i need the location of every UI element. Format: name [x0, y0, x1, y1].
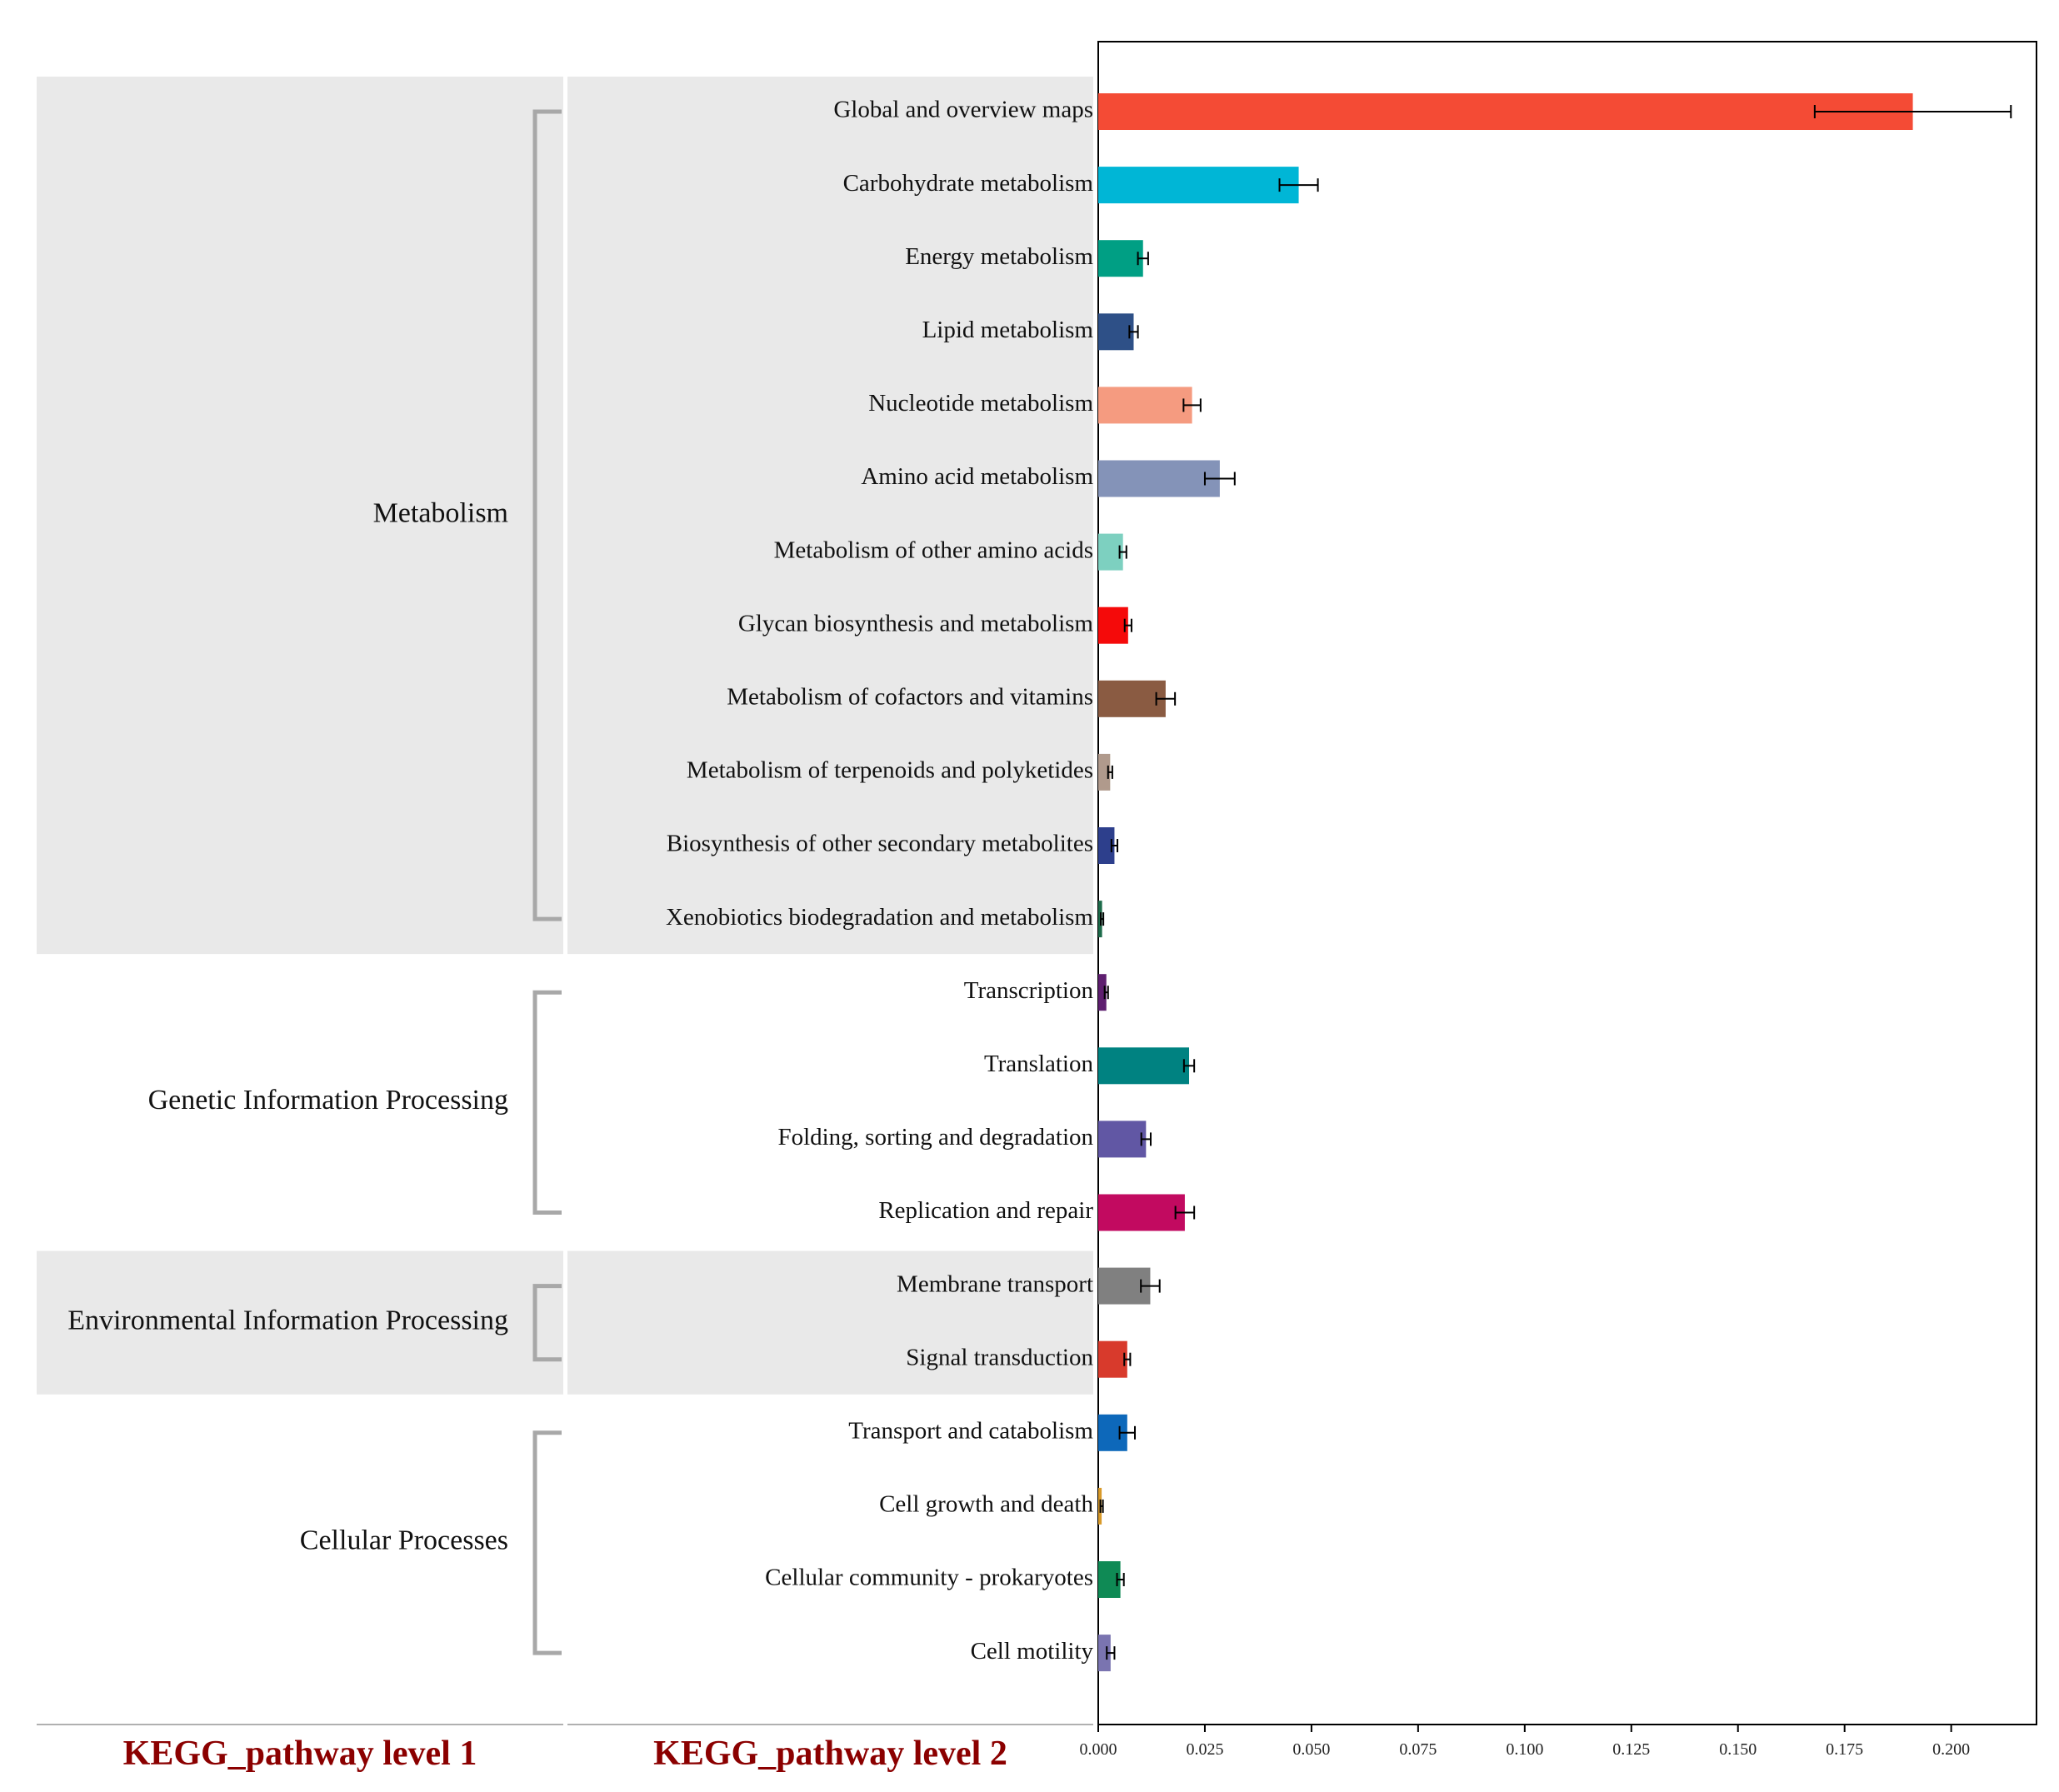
bar [1098, 974, 1107, 1011]
group-background-level1 [37, 1250, 563, 1395]
x-tick-label: 0.150 [1719, 1740, 1757, 1759]
category-label: Cell growth and death [879, 1491, 1093, 1518]
bar [1098, 387, 1192, 424]
category-label: Replication and repair [878, 1197, 1093, 1224]
category-label: Metabolism of other amino acids [774, 537, 1093, 563]
level1-label: Genetic Information Processing [148, 1085, 508, 1116]
bar [1098, 606, 1128, 644]
category-label: Amino acid metabolism [861, 463, 1093, 490]
category-label: Carbohydrate metabolism [843, 170, 1094, 197]
group-bracket [532, 109, 562, 921]
group-bracket [532, 1430, 562, 1655]
bar [1098, 460, 1220, 497]
x-tick-label: 0.025 [1186, 1740, 1223, 1759]
category-label: Energy metabolism [905, 243, 1093, 270]
bar [1098, 1047, 1190, 1085]
category-label: Cell motility [971, 1638, 1094, 1665]
category-label: Xenobiotics biodegradation and metabolis… [666, 904, 1093, 931]
group-background-level2 [567, 76, 1093, 955]
group-background-level1 [37, 76, 563, 955]
bar [1098, 1635, 1111, 1672]
category-label: Lipid metabolism [922, 317, 1094, 343]
plot-frame [1097, 41, 2037, 1725]
group-bracket [532, 1284, 562, 1362]
level1-label: Environmental Information Processing [67, 1305, 508, 1335]
category-label: Membrane transport [897, 1270, 1093, 1297]
x-tick-label: 0.075 [1399, 1740, 1437, 1759]
bar [1098, 167, 1299, 204]
bar [1098, 1121, 1147, 1158]
x-tick-label: 0.125 [1612, 1740, 1650, 1759]
category-label: Cellular community - prokaryotes [765, 1565, 1093, 1591]
bar [1098, 240, 1143, 277]
bar [1098, 1340, 1127, 1378]
footer-level2-label: KEGG_pathway level 2 [653, 1735, 1007, 1773]
category-label: Nucleotide metabolism [868, 390, 1093, 417]
category-label: Metabolism of cofactors and vitamins [727, 683, 1093, 710]
bar [1098, 680, 1166, 717]
bar [1098, 93, 1913, 130]
category-label: Biosynthesis of other secondary metaboli… [667, 831, 1093, 857]
bar [1098, 1194, 1185, 1231]
group-bracket [532, 990, 562, 1215]
level1-label: Cellular Processes [300, 1525, 508, 1556]
category-label: Folding, sorting and degradation [777, 1124, 1093, 1151]
category-label: Transport and catabolism [848, 1417, 1093, 1444]
category-label: Metabolism of terpenoids and polyketides [687, 757, 1093, 784]
category-label: Transcription [964, 977, 1094, 1004]
category-label: Glycan biosynthesis and metabolism [738, 610, 1094, 636]
x-tick-label: 0.000 [1080, 1740, 1117, 1759]
group-background-level2 [567, 1250, 1093, 1395]
bar [1098, 753, 1111, 791]
x-tick-label: 0.050 [1292, 1740, 1330, 1759]
category-label: Signal transduction [906, 1344, 1093, 1370]
x-tick-label: 0.200 [1932, 1740, 1970, 1759]
category-label: Translation [984, 1051, 1094, 1077]
category-label: Global and overview maps [833, 97, 1093, 123]
x-tick-label: 0.100 [1506, 1740, 1543, 1759]
bar [1098, 313, 1134, 351]
x-tick-label: 0.175 [1826, 1740, 1863, 1759]
bar [1098, 827, 1115, 864]
level1-label: Metabolism [373, 497, 508, 528]
footer-level1-label: KEGG_pathway level 1 [123, 1735, 477, 1773]
